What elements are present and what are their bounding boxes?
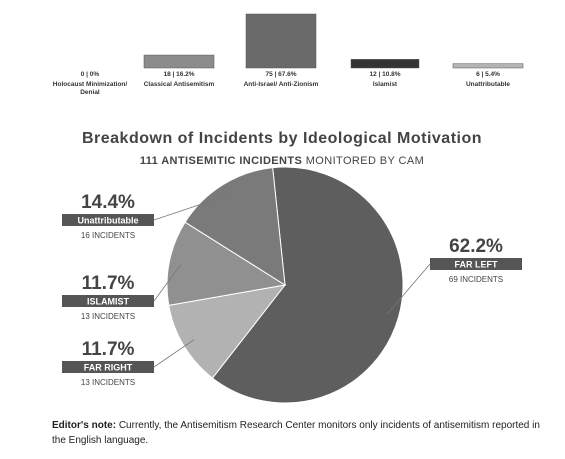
bar-category-label: Anti-Israel/ Anti-Zionism xyxy=(243,81,319,88)
pie-title: Breakdown of Incidents by Ideological Mo… xyxy=(82,130,482,147)
pie-category-label: FAR LEFT xyxy=(455,260,498,270)
bar-category-label: Unattributable xyxy=(465,81,511,88)
pie-detail-label: 13 INCIDENTS xyxy=(81,312,135,321)
subtitle-rest: MONITORED BY CAM xyxy=(306,155,424,167)
pie-detail-label: 13 INCIDENTS xyxy=(81,378,135,387)
pie-slice xyxy=(166,221,287,306)
leader-line xyxy=(153,194,229,221)
pie-slice xyxy=(211,166,404,404)
pie-percent-label: 11.7% xyxy=(82,273,135,294)
bar xyxy=(143,54,215,69)
pie-category-label: Unattributable xyxy=(77,216,138,226)
bar-category-label: Islamist xyxy=(372,81,398,88)
bar-value-label: 12 | 10.8% xyxy=(369,71,401,78)
label-box xyxy=(62,361,154,373)
pie-percent-label: 11.7% xyxy=(82,339,135,360)
leader-line xyxy=(153,339,195,368)
bar xyxy=(350,59,420,69)
bar-value-label: 0 | 0% xyxy=(80,71,100,78)
pie-subtitle: 111 ANTISEMITIC INCIDENTS MONITORED BY C… xyxy=(140,155,424,167)
subtitle-bold: 111 ANTISEMITIC INCIDENTS xyxy=(140,155,302,167)
bar-value-label: 75 | 67.6% xyxy=(265,71,297,78)
editor-note: Editor's note: Currently, the Antisemiti… xyxy=(52,418,542,448)
pie-slice xyxy=(184,167,286,286)
pie-category-label: ISLAMIST xyxy=(87,297,130,307)
pie-percent-label: 14.4% xyxy=(81,192,135,213)
bar-value-label: 6 | 5.4% xyxy=(476,71,500,78)
bar-value-label: 18 | 16.2% xyxy=(163,71,195,78)
bar-category-label: Holocaust Minimization/ Denial xyxy=(52,81,128,96)
pie-detail-label: 69 INCIDENTS xyxy=(449,275,503,284)
bar-category-label: Classical Antisemitism xyxy=(143,81,215,88)
note-label: Editor's note: xyxy=(52,420,117,431)
note-text: Currently, the Antisemitism Research Cen… xyxy=(52,420,540,446)
pie-percent-label: 62.2% xyxy=(449,236,503,257)
pie-category-label: FAR RIGHT xyxy=(84,363,133,373)
pie-detail-label: 16 INCIDENTS xyxy=(81,231,135,240)
leader-line xyxy=(386,263,431,315)
bar xyxy=(245,13,317,69)
label-box xyxy=(62,295,154,307)
bar xyxy=(452,63,524,69)
leader-line xyxy=(153,264,182,302)
label-box xyxy=(430,258,522,270)
label-box xyxy=(62,214,154,226)
pie-slice xyxy=(168,284,287,379)
